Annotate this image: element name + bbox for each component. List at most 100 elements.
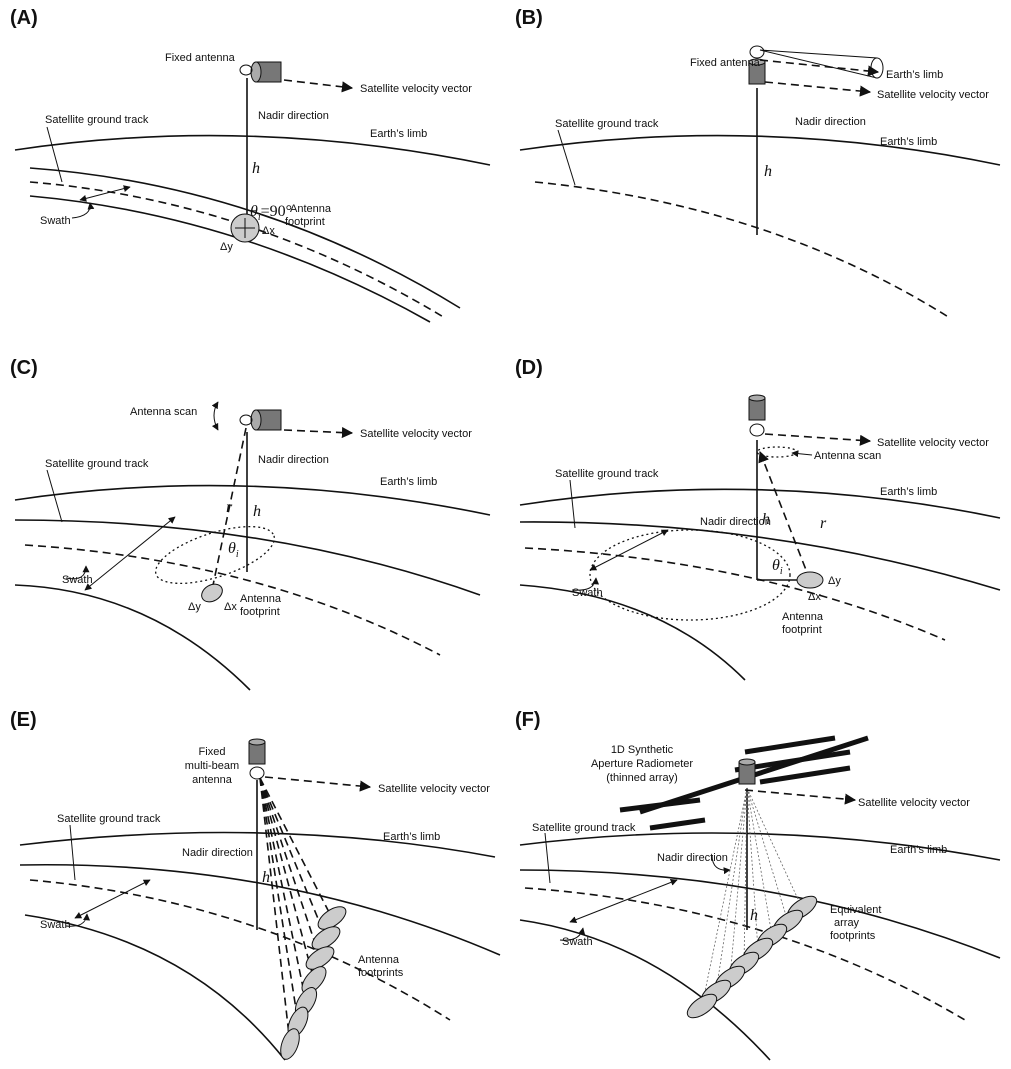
velocity-arrow [265, 777, 370, 787]
panel-label: (A) [10, 7, 38, 29]
text: Satellite velocity vector [378, 783, 490, 795]
symbol: h [762, 511, 770, 528]
panel-label: (D) [515, 357, 543, 379]
text: Satellite ground track [555, 468, 659, 480]
text: footprint [782, 624, 822, 636]
panel-e: (E) Fixed multi-beam antenna Satellite v… [10, 709, 500, 1062]
text: Earth’s limb [370, 128, 427, 140]
text: Antenna [290, 203, 332, 215]
text: antenna [192, 774, 233, 786]
antenna-cap [739, 759, 755, 765]
symbol: θ [250, 203, 258, 220]
loop [750, 424, 764, 436]
text: Swath [572, 587, 603, 599]
scan-circle [757, 447, 797, 457]
symbol: h [253, 503, 261, 520]
text: Nadir direction [258, 454, 329, 466]
subscript: i [780, 566, 783, 577]
angle: θi [772, 557, 783, 577]
text: Antenna [782, 611, 824, 623]
symbol: r [226, 499, 233, 516]
text: Swath [562, 936, 593, 948]
beams [702, 788, 802, 1006]
pointer [558, 130, 575, 185]
text: (thinned array) [606, 772, 678, 784]
text: Equivalent [830, 904, 881, 916]
text: Δy [188, 601, 201, 613]
text: Satellite ground track [532, 822, 636, 834]
panel-label: (F) [515, 709, 541, 731]
symbol: θ [228, 540, 236, 557]
limb-arrow [760, 60, 878, 72]
text: Earth’s limb [383, 831, 440, 843]
velocity-arrow [284, 430, 352, 433]
text: Satellite ground track [555, 118, 659, 130]
text: Antenna scan [814, 450, 881, 462]
velocity-arrow [745, 790, 855, 800]
antenna-cap [249, 739, 265, 745]
text: Satellite ground track [45, 114, 149, 126]
velocity-arrow [765, 82, 870, 92]
symbol: h [750, 907, 758, 924]
text: Nadir direction [700, 516, 771, 528]
text: Earth’s limb [890, 844, 947, 856]
text: Satellite velocity vector [858, 797, 970, 809]
panel-f: (F) 1D Synthetic Aperture Radiometer (th… [515, 709, 1000, 1060]
antenna-cap [749, 395, 765, 401]
pointer [570, 480, 575, 528]
text: Nadir direction [657, 852, 728, 864]
ground-track [30, 880, 450, 1020]
panel-label: (E) [10, 709, 37, 731]
text: Nadir direction [182, 847, 253, 859]
beam-cone [760, 50, 877, 78]
text: Fixed [199, 746, 226, 758]
antenna-cap [251, 62, 261, 82]
text: Nadir direction [795, 116, 866, 128]
pointer [47, 127, 62, 182]
text: Satellite ground track [45, 458, 149, 470]
text: Satellite velocity vector [877, 89, 989, 101]
text: Satellite velocity vector [360, 83, 472, 95]
loop [240, 415, 252, 425]
text: footprint [285, 216, 325, 228]
loop [250, 767, 264, 779]
text: Nadir direction [258, 110, 329, 122]
swath-arrow [590, 530, 668, 570]
symbol: h [262, 869, 270, 886]
panel-d: (D) Satellite velocity vector Antenna sc… [515, 357, 1000, 680]
text: Δy [828, 575, 841, 587]
text: multi-beam [185, 760, 239, 772]
footprints [277, 902, 350, 1062]
swath-edge [520, 920, 770, 1060]
text: Satellite ground track [57, 813, 161, 825]
figure: (A) Fixed antenna Satellite velocity vec… [0, 0, 1011, 1069]
text: Fixed antenna [690, 57, 761, 69]
footprint [797, 572, 823, 588]
curl [72, 203, 90, 218]
pointer [70, 825, 75, 880]
text: Satellite velocity vector [877, 437, 989, 449]
text: Earth’s limb [886, 69, 943, 81]
text: Earth’s limb [880, 136, 937, 148]
symbol: h [252, 160, 260, 177]
swath-edge [25, 915, 285, 1060]
text: footprints [358, 967, 404, 979]
text: Swath [62, 574, 93, 586]
angle: θi [228, 540, 239, 560]
symbol: θ [772, 557, 780, 574]
text: Δx [808, 591, 821, 603]
ground-track [25, 545, 440, 655]
text: footprint [240, 606, 280, 618]
swath-edge [520, 585, 745, 680]
scan-arrow [792, 453, 812, 455]
panel-b: (B) Fixed antenna Earth’s limb Satellite… [515, 7, 1000, 318]
panel-c: (C) Antenna scan Satellite velocity vect… [10, 357, 490, 690]
panel-a: (A) Fixed antenna Satellite velocity vec… [10, 7, 490, 322]
text: Antenna [358, 954, 400, 966]
footprint [198, 581, 225, 606]
text: footprints [830, 930, 876, 942]
pointer [545, 833, 550, 883]
panel-label: (C) [10, 357, 38, 379]
scan-arrow [214, 402, 218, 430]
velocity-arrow [765, 434, 870, 441]
